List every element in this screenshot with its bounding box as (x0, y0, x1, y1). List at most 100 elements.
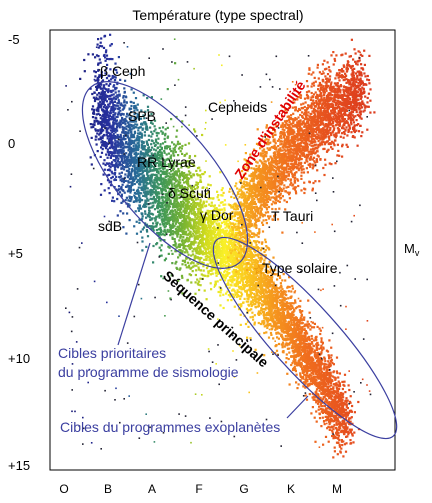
star-point (178, 196, 181, 200)
star-point (186, 261, 189, 264)
star-point (307, 338, 310, 341)
star-point (163, 171, 166, 175)
star-point (290, 339, 293, 342)
star-point (116, 152, 119, 155)
star-point (237, 242, 240, 245)
star-point (89, 123, 92, 126)
star-point (198, 252, 201, 255)
star-point (99, 41, 102, 44)
star-point (199, 174, 202, 177)
star-point (121, 126, 124, 129)
star-point (343, 411, 346, 414)
star-point (167, 163, 170, 166)
star-point (317, 408, 320, 411)
star-point (145, 149, 148, 152)
star-point (187, 166, 190, 169)
star-point (135, 220, 138, 223)
star-point (147, 212, 151, 215)
star-point (97, 110, 100, 113)
star-point (166, 184, 169, 187)
star-point (321, 416, 324, 419)
star-point (160, 215, 164, 218)
star-point (202, 243, 205, 246)
star-point (338, 424, 342, 427)
star-point (137, 135, 141, 138)
star-point (219, 291, 222, 294)
star-point (139, 177, 142, 180)
star-point (335, 402, 338, 405)
star-point (180, 201, 183, 204)
star-point (160, 146, 163, 149)
star-point (334, 378, 337, 381)
star-point (151, 181, 154, 184)
star-point (132, 101, 135, 104)
star-point (261, 291, 264, 294)
star-point (137, 152, 140, 155)
star-point (323, 365, 326, 368)
star-point (261, 320, 264, 323)
star-point (319, 332, 322, 336)
star-point (199, 176, 202, 179)
star-point (155, 229, 158, 232)
star-point (102, 46, 106, 49)
star-point (127, 124, 130, 128)
star-point (100, 73, 103, 76)
star-point (211, 222, 214, 225)
star-point (325, 392, 328, 395)
star-point (190, 193, 193, 196)
star-point (146, 97, 149, 100)
star-point (146, 175, 150, 178)
star-point (196, 247, 199, 250)
star-point (337, 436, 340, 440)
star-point (293, 365, 296, 368)
star-point (276, 299, 279, 302)
star-point (236, 231, 239, 234)
star-point (135, 137, 138, 140)
star-point (205, 298, 208, 301)
star-point (182, 193, 185, 196)
star-point (97, 84, 100, 87)
star-point (297, 353, 300, 356)
star-point (115, 68, 118, 72)
star-point (102, 115, 105, 118)
star-point (283, 318, 286, 321)
star-point (199, 198, 202, 201)
star-point (190, 176, 193, 179)
star-point (340, 396, 343, 399)
star-point (221, 187, 224, 190)
star-point (141, 240, 144, 243)
star-point (259, 283, 263, 286)
star-point (97, 98, 100, 101)
star-point (226, 222, 230, 225)
star-point (297, 305, 300, 308)
star-point (120, 151, 123, 154)
star-point (309, 324, 312, 327)
star-point (118, 161, 121, 164)
star-point (112, 145, 115, 148)
star-point (271, 290, 274, 293)
star-point (176, 140, 180, 143)
star-point (152, 225, 155, 228)
star-point (305, 346, 308, 350)
star-point (114, 159, 117, 162)
star-point (127, 165, 130, 168)
star-point (268, 280, 271, 283)
star-point (122, 96, 125, 99)
star-point (331, 375, 334, 378)
star-point (242, 281, 245, 284)
star-point (105, 77, 109, 80)
star-point (175, 135, 178, 138)
star-point (292, 345, 295, 348)
star-point (191, 227, 195, 231)
star-point (178, 214, 181, 217)
star-point (315, 392, 318, 395)
star-point (129, 72, 132, 75)
star-point (210, 217, 214, 220)
star-point (159, 209, 162, 212)
star-point (245, 271, 248, 274)
star-point (303, 368, 307, 371)
star-point (272, 299, 275, 302)
star-point (120, 160, 123, 163)
star-point (143, 131, 146, 134)
star-point (298, 327, 302, 331)
